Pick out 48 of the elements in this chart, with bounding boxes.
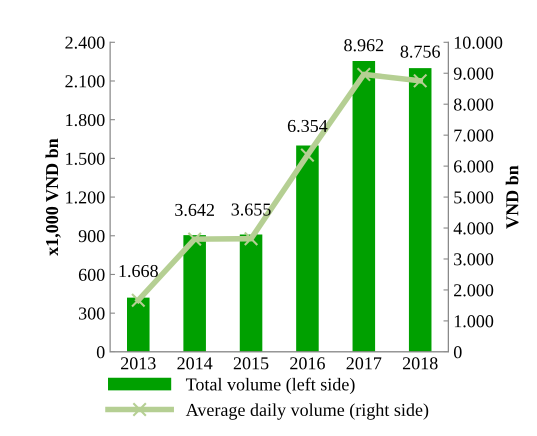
y-tick-label: 900 [78,230,105,242]
y-tick-label: 0 [96,346,105,358]
y2-tick-label: 7.000 [454,129,494,142]
x-tick-label: 2017 [346,357,382,370]
bar [296,145,319,352]
y2-tick-label: 4.000 [454,222,494,235]
data-label: 3.642 [175,204,214,216]
y-tick-label: 600 [78,268,105,281]
y2-tick-label: 0 [454,346,462,358]
y2-tick-label: 3.000 [454,253,494,266]
y2-tick-label: 6.000 [454,160,494,173]
x-tick-label: 2014 [177,357,212,370]
point [244,231,258,246]
y-tick-label: 2.400 [65,36,105,49]
y-axis-title: x1,000 VND bn [45,138,61,256]
y-tick-label: 1.200 [66,191,105,204]
bar [408,68,432,352]
point [187,232,202,246]
y2-tick-label: 10.000 [454,36,502,49]
point [130,292,146,308]
y2-tick-label: 1.000 [454,315,494,328]
data-label: 3.655 [232,203,271,216]
x-tick-label: 2016 [290,357,325,370]
y2-tick-label: 8.000 [454,98,494,111]
y-tick-label: 300 [79,307,105,320]
y2-axis-title: VND bn [506,165,518,229]
x-tick-label: 2018 [402,357,438,370]
y-tick-label: 1.800 [66,114,105,126]
bar [240,234,262,352]
legend-label: Total volume (left side) [186,378,355,394]
legend-label: Average daily volume (right side) [186,403,428,420]
bar [352,60,376,352]
data-label: 8.756 [400,46,440,58]
data-label: 6.354 [288,120,328,132]
y-tick-label: 1.500 [66,152,105,165]
y2-tick-label: 2.000 [454,284,494,296]
point [412,74,428,88]
data-label: 8.962 [344,39,384,52]
bar [127,298,150,352]
y2-tick-label: 5.000 [454,191,494,204]
point [356,67,372,82]
x-tick-label: 2013 [121,357,156,370]
y2-tick-label: 9.000 [454,68,494,80]
point [300,148,315,162]
y-tick-label: 2.100 [65,75,105,88]
bar [183,235,206,352]
data-label: 1.668 [120,264,158,278]
x-tick-label: 2015 [234,357,268,370]
